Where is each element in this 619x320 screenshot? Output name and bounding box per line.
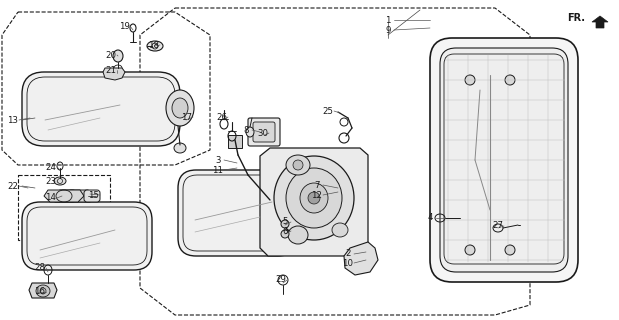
Text: 29: 29 [275, 276, 287, 284]
Text: 11: 11 [212, 165, 223, 174]
Text: 5: 5 [282, 218, 288, 227]
Ellipse shape [174, 143, 186, 153]
Text: 27: 27 [493, 221, 503, 230]
Text: 21: 21 [105, 66, 116, 75]
Ellipse shape [274, 156, 354, 240]
FancyBboxPatch shape [430, 38, 578, 282]
Text: 8: 8 [243, 125, 249, 134]
Ellipse shape [281, 230, 289, 238]
Text: 16: 16 [35, 287, 46, 297]
Text: 14: 14 [46, 194, 56, 203]
Polygon shape [592, 16, 608, 28]
Polygon shape [44, 190, 84, 202]
Ellipse shape [172, 98, 188, 118]
Text: 20: 20 [105, 51, 116, 60]
Text: 25: 25 [322, 107, 334, 116]
FancyBboxPatch shape [22, 72, 180, 146]
Ellipse shape [288, 226, 308, 244]
Text: 7: 7 [314, 180, 320, 189]
Polygon shape [228, 135, 242, 148]
Text: 30: 30 [258, 129, 269, 138]
Text: FR.: FR. [567, 13, 585, 23]
Ellipse shape [246, 127, 254, 137]
Polygon shape [103, 68, 125, 80]
Ellipse shape [113, 50, 123, 62]
Text: 1: 1 [385, 15, 391, 25]
Text: 2: 2 [345, 250, 351, 259]
Ellipse shape [465, 245, 475, 255]
Text: 17: 17 [181, 113, 193, 122]
Text: 15: 15 [89, 190, 100, 199]
Ellipse shape [332, 223, 348, 237]
FancyBboxPatch shape [440, 48, 568, 272]
Text: 23: 23 [46, 177, 56, 186]
Text: 18: 18 [149, 41, 160, 50]
Polygon shape [29, 283, 57, 298]
FancyBboxPatch shape [22, 202, 152, 270]
Ellipse shape [147, 41, 163, 51]
FancyBboxPatch shape [178, 170, 296, 256]
Ellipse shape [286, 168, 342, 228]
Ellipse shape [293, 160, 303, 170]
Text: 22: 22 [7, 181, 19, 190]
Text: 4: 4 [427, 213, 433, 222]
Ellipse shape [166, 90, 194, 126]
Ellipse shape [286, 155, 310, 175]
Text: 19: 19 [119, 21, 129, 30]
Ellipse shape [505, 245, 515, 255]
Polygon shape [260, 148, 368, 256]
Ellipse shape [505, 75, 515, 85]
Text: 12: 12 [311, 190, 322, 199]
Text: 3: 3 [215, 156, 221, 164]
Text: 28: 28 [35, 263, 46, 273]
FancyBboxPatch shape [248, 118, 280, 146]
FancyBboxPatch shape [84, 190, 100, 202]
Text: 6: 6 [282, 227, 288, 236]
Text: 24: 24 [46, 163, 56, 172]
Ellipse shape [36, 285, 50, 297]
Ellipse shape [281, 220, 289, 228]
Ellipse shape [300, 183, 328, 213]
FancyBboxPatch shape [253, 122, 275, 142]
Text: 26: 26 [217, 113, 228, 122]
Polygon shape [50, 190, 95, 202]
Ellipse shape [465, 75, 475, 85]
Text: 13: 13 [7, 116, 19, 124]
Text: 9: 9 [385, 26, 391, 35]
Ellipse shape [308, 192, 320, 204]
Polygon shape [344, 242, 378, 275]
Text: 10: 10 [342, 259, 353, 268]
Ellipse shape [54, 177, 66, 185]
